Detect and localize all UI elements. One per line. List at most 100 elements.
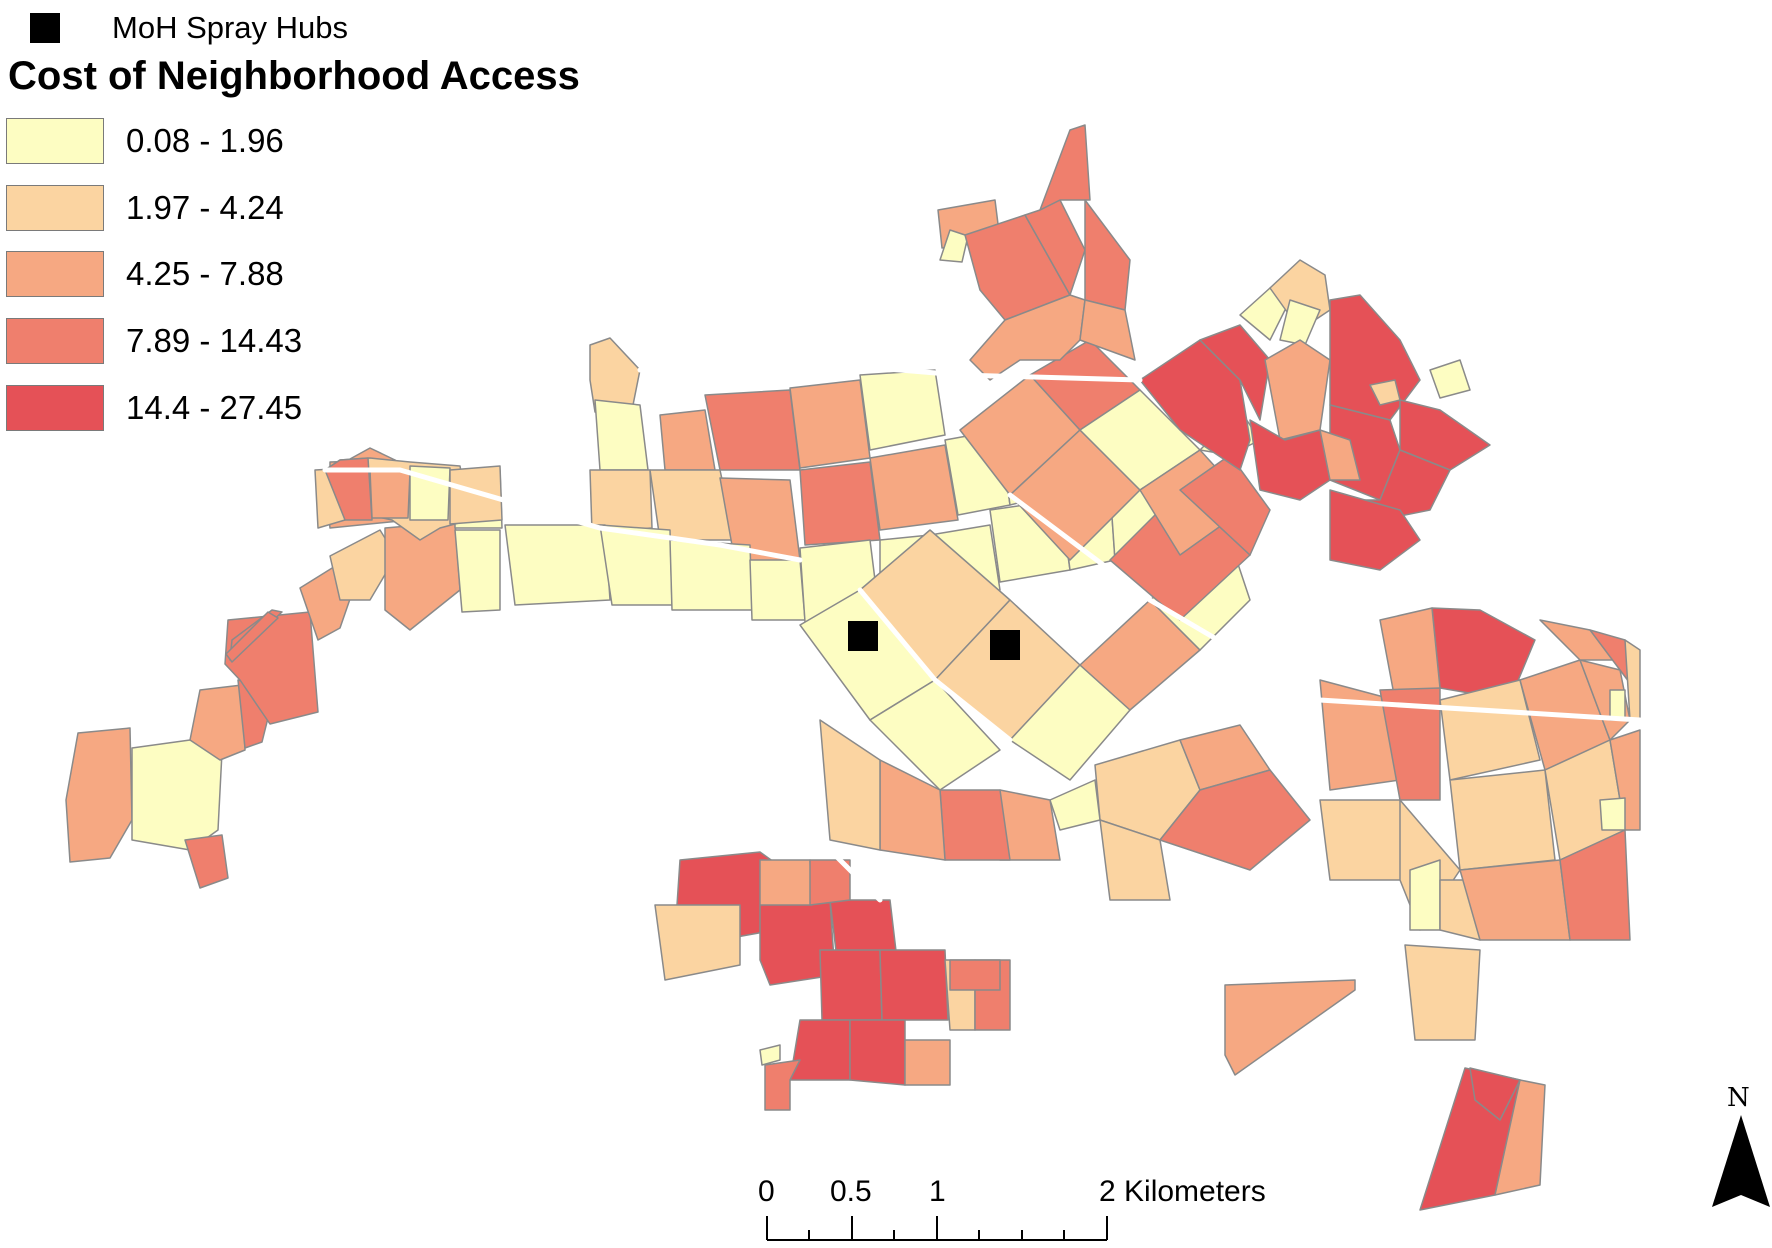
- district-e5: [1439, 679, 1541, 781]
- district-d4: [869, 679, 1001, 791]
- legend-title: Cost of Neighborhood Access: [8, 54, 580, 98]
- scale-label-0: 0: [758, 1175, 775, 1208]
- district-e8: [1449, 769, 1556, 871]
- scale-label-1: 1: [929, 1175, 946, 1208]
- district-s3: [1159, 769, 1311, 871]
- district-e4: [1379, 687, 1441, 801]
- district-ne13: [1319, 429, 1361, 481]
- legend-class-label: 7.89 - 14.43: [126, 322, 303, 359]
- district-sr15: [759, 1044, 781, 1066]
- legend-class-label: 4.25 - 7.88: [126, 255, 284, 292]
- spray-hub-marker: [848, 621, 878, 651]
- district-u8: [1079, 299, 1136, 361]
- district-sr16: [949, 959, 1001, 991]
- district-u4: [1024, 199, 1086, 296]
- district-w8: [225, 611, 279, 663]
- hub-legend-entry: MoH Spray Hubs: [30, 10, 348, 46]
- district-ne2: [1199, 324, 1271, 421]
- district-w1: [65, 727, 133, 863]
- district-c11: [869, 444, 959, 531]
- district-sr7: [849, 1019, 906, 1086]
- district-e17: [1559, 829, 1631, 941]
- district-w10: [329, 529, 397, 601]
- road-north: [637, 357, 1143, 383]
- road-east-diagonal: [1007, 492, 1643, 723]
- district-sr5: [879, 949, 949, 1021]
- legend-swatch: [6, 318, 104, 364]
- district-c6: [704, 389, 801, 471]
- district-sr12: [759, 859, 813, 906]
- district-e12: [1319, 799, 1411, 881]
- legend-swatch: [6, 118, 104, 164]
- district-ds5: [1469, 1067, 1521, 1121]
- district-e16: [1459, 859, 1571, 941]
- district-n7: [1179, 454, 1271, 556]
- legend-swatch: [6, 185, 104, 231]
- north-arrow-icon: [1712, 1115, 1770, 1207]
- legend-class-label: 0.08 - 1.96: [126, 122, 284, 159]
- district-u5: [1039, 124, 1091, 211]
- district-u2: [939, 229, 969, 263]
- scale-bar: [766, 1216, 1108, 1241]
- district-s5: [1049, 779, 1101, 831]
- spray-hubs: [848, 621, 1020, 660]
- district-w2: [131, 739, 223, 851]
- district-sr8: [764, 1059, 801, 1111]
- hub-legend-label: MoH Spray Hubs: [112, 10, 349, 45]
- district-sr6: [789, 1019, 851, 1081]
- district-e14: [1409, 859, 1441, 931]
- legend-class-label: 14.4 - 27.45: [126, 389, 303, 426]
- road-network: [322, 357, 1643, 903]
- scale-label-2-km: 2 Kilometers: [1099, 1175, 1266, 1208]
- district-u6: [1084, 199, 1131, 311]
- district-ds4: [1494, 1079, 1546, 1196]
- district-w12: [454, 529, 501, 613]
- district-c3: [589, 469, 653, 533]
- district-nw4: [449, 465, 503, 525]
- district-sr9: [904, 1039, 951, 1086]
- district-u7: [969, 294, 1086, 381]
- road-central-diagonal: [857, 587, 1013, 743]
- district-ef4: [1609, 689, 1626, 721]
- district-ne14: [1369, 379, 1401, 406]
- legend-class-4: 7.89 - 14.43: [6, 318, 302, 364]
- district-c9: [799, 461, 881, 546]
- district-core4: [749, 559, 806, 621]
- legend-swatch: [6, 251, 104, 297]
- road-south-diagonal: [697, 777, 883, 903]
- legend-class-5: 14.4 - 27.45: [6, 385, 302, 431]
- district-core1: [504, 524, 611, 606]
- road-northwest: [322, 467, 803, 563]
- district-ds2: [1404, 944, 1481, 1041]
- district-s9: [819, 719, 881, 851]
- map-legend: MoH Spray Hubs Cost of Neighborhood Acce…: [0, 0, 660, 440]
- district-nw2: [369, 469, 411, 519]
- district-e2: [1379, 607, 1441, 701]
- district-s4: [1099, 819, 1171, 901]
- north-label: N: [1727, 1083, 1750, 1113]
- district-sr14: [654, 904, 741, 981]
- neighborhood-polygons: [65, 124, 1641, 1211]
- district-sr4: [819, 949, 883, 1021]
- legend-class-label: 1.97 - 4.24: [126, 189, 284, 226]
- district-s7: [939, 789, 1011, 861]
- district-ne15: [1429, 359, 1471, 399]
- spray-hub-marker: [990, 630, 1020, 660]
- district-c8: [789, 379, 871, 469]
- district-w4: [189, 684, 246, 761]
- scale-label-0-5: 0.5: [830, 1175, 872, 1208]
- district-w3: [184, 834, 229, 889]
- legend-class-2: 1.97 - 4.24: [6, 185, 284, 231]
- hub-square-icon: [30, 13, 60, 43]
- district-nw5: [324, 457, 373, 521]
- district-e11: [1599, 797, 1626, 831]
- district-ds1: [1224, 979, 1356, 1076]
- district-ne12: [1329, 489, 1421, 571]
- district-ne10: [1399, 399, 1491, 471]
- district-c10: [859, 369, 946, 451]
- district-c4: [659, 409, 716, 471]
- legend-class-3: 4.25 - 7.88: [6, 251, 284, 297]
- legend-swatch: [6, 385, 104, 431]
- legend-class-1: 0.08 - 1.96: [6, 118, 284, 164]
